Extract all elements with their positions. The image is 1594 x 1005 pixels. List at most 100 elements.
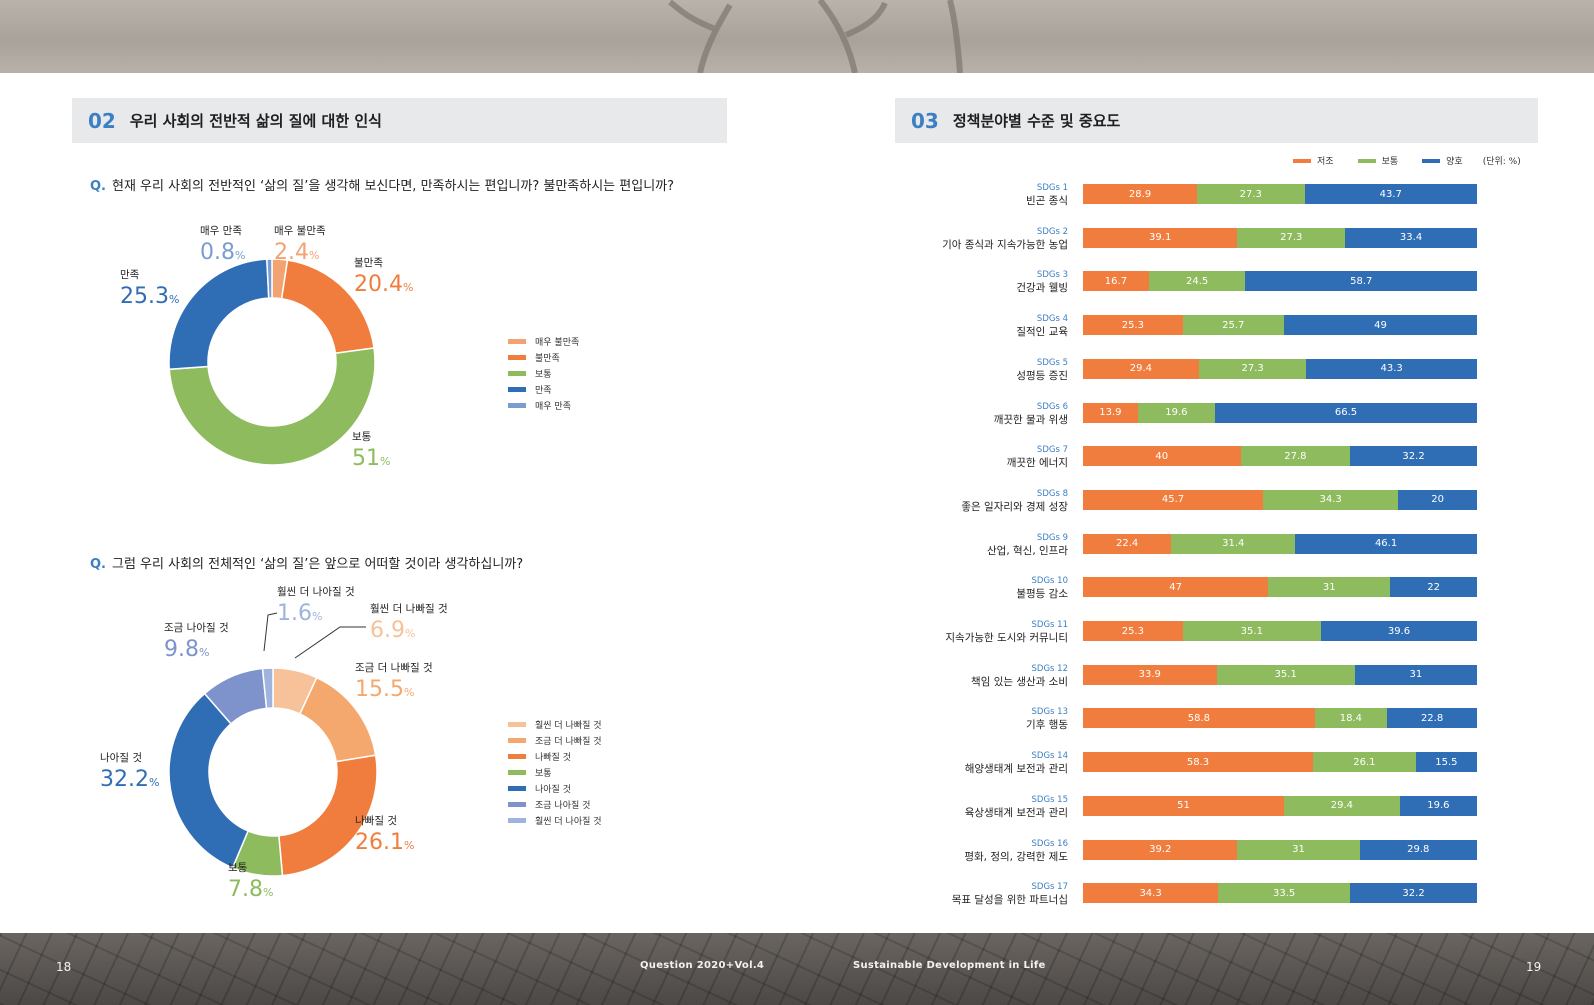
bar-segment-low: 58.8: [1083, 708, 1315, 729]
bar-category-code: SDGs 6: [1036, 401, 1068, 412]
future-outlook-donut-chart: 훨씬 더 나빠질 것 6.9% 조금 더 나빠질 것 15.5% 나빠질 것 26.1% 보…: [100, 586, 448, 902]
top-banner-image: [0, 0, 1594, 73]
legend-swatch: [508, 769, 526, 775]
question-2: Q. 그럼 우리 사회의 전체적인 ‘삶의 질’은 앞으로 어떠할 것이라 생각하…: [90, 553, 523, 572]
question-1-text: 현재 우리 사회의 전반적인 ‘삶의 질’을 생각해 보신다면, 만족하시는 편…: [112, 179, 675, 194]
footer-left-text: Question 2020+Vol.4: [640, 960, 765, 971]
donut-label-better: 나아질 것: [100, 752, 142, 764]
bottom-banner-image: [0, 933, 1594, 1005]
donut-label-much-better: 훨씬 더 나아질 것: [277, 586, 355, 598]
donut-value-worse: 26.1%: [355, 830, 414, 855]
stacked-bar-row: 39.1 27.3 33.4: [1083, 227, 1477, 248]
stacked-bar-row: 47 31 22: [1083, 577, 1477, 598]
bar-segment-normal: 35.1: [1216, 664, 1355, 685]
bar-legend-item: 저조: [1293, 154, 1334, 167]
donut-label-bit-worse: 조금 더 나빠질 것: [355, 662, 433, 674]
donut-slice-worse: [278, 754, 378, 877]
bar-category-code: SDGs 2: [1036, 226, 1068, 237]
stacked-bar-row: 25.3 35.1 39.6: [1083, 621, 1477, 641]
donut-label-very-satisfied: 매우 만족: [200, 225, 242, 237]
legend-swatch: [508, 386, 526, 392]
legend-label: 보통: [535, 369, 552, 380]
bar-segment-good: 39.6: [1320, 621, 1477, 641]
bar-category-label: SDGs 4 질적인 교육: [930, 314, 1068, 339]
bar-segment-good: 49: [1283, 315, 1477, 336]
stacked-bar-row: 28.9 27.3 43.7: [1083, 184, 1477, 204]
bar-category-label: SDGs 2 기아 종식과 지속가능한 농업: [930, 227, 1068, 252]
bar-category-label: SDGs 9 산업, 혁신, 인프라: [930, 533, 1068, 558]
question-2-prefix: Q.: [90, 557, 106, 572]
bar-segment-good: 22.8: [1387, 708, 1477, 729]
bar-category-code: SDGs 15: [1031, 794, 1068, 805]
donut-slice-satisfied: [168, 258, 270, 371]
bar-category-label: SDGs 3 건강과 웰빙: [930, 270, 1068, 295]
legend-item: 만족: [508, 381, 579, 397]
bar-segment-low: 34.3: [1083, 883, 1219, 904]
legend-item: 매우 불만족: [508, 333, 579, 349]
legend-label: 훨씬 더 나빠질 것: [535, 720, 602, 731]
donut-slice-much-better: [261, 667, 274, 710]
bar-segment-good: 58.7: [1245, 271, 1477, 292]
donut-value-satisfied: 25.3%: [120, 284, 179, 309]
legend-label: 불만족: [535, 353, 560, 364]
bar-segment-normal: 35.1: [1182, 621, 1321, 641]
donut-label-neutral: 보통: [228, 862, 248, 874]
bar-category-name: 불평등 감소: [1016, 588, 1068, 601]
section-02-number: 02: [88, 108, 116, 133]
bar-legend-label: 양호: [1446, 157, 1463, 167]
bar-legend-label: 보통: [1381, 157, 1399, 167]
donut-label-bit-better: 조금 나아질 것: [164, 622, 229, 634]
page-number-left: 18: [56, 960, 72, 974]
bar-segment-normal: 27.8: [1240, 446, 1351, 467]
bar-segment-low: 47: [1083, 577, 1269, 598]
bar-category-label: SDGs 12 책임 있는 생산과 소비: [930, 664, 1068, 689]
donut-label-very-unsatisfied: 매우 불만족: [274, 225, 326, 237]
bar-segment-normal: 33.5: [1218, 883, 1351, 904]
bar-category-name: 목표 달성을 위한 파트너십: [951, 894, 1068, 907]
bar-segment-good: 29.8: [1359, 839, 1477, 860]
bar-category-label: SDGs 10 불평등 감소: [930, 576, 1068, 601]
bar-segment-normal: 25.7: [1182, 315, 1284, 336]
legend-label: 조금 더 나빠질 것: [535, 736, 602, 747]
bar-segment-good: 19.6: [1399, 795, 1477, 816]
bar-segment-normal: 27.3: [1237, 227, 1346, 248]
bar-segment-good: 43.7: [1304, 184, 1477, 204]
bar-legend-swatch: [1293, 158, 1311, 163]
bar-segment-normal: 31.4: [1171, 533, 1296, 554]
stacked-bar-row: 40 27.8 32.2: [1083, 446, 1477, 467]
bar-category-name: 지속가능한 도시와 커뮤니티: [945, 632, 1068, 644]
section-03-title: 정책분야별 수준 및 중요도: [952, 112, 1121, 130]
dead-tree-image: [668, 0, 963, 73]
legend-item: 보통: [508, 365, 579, 381]
bar-segment-low: 39.1: [1083, 227, 1238, 248]
bar-category-label: SDGs 1 빈곤 종식: [930, 183, 1068, 208]
bar-segment-normal: 34.3: [1263, 489, 1399, 510]
section-02-header: 02 우리 사회의 전반적 삶의 질에 대한 인식: [72, 98, 727, 143]
bar-segment-low: 25.3: [1083, 621, 1183, 641]
bar-category-label: SDGs 14 해양생태계 보전과 관리: [930, 751, 1068, 776]
bar-segment-low: 13.9: [1083, 402, 1138, 423]
stacked-bar-row: 33.9 35.1 31: [1083, 664, 1477, 685]
legend-item: 매우 만족: [508, 397, 579, 413]
donut-label-satisfied: 만족: [120, 269, 140, 281]
bar-category-name: 빈곤 종식: [1026, 195, 1068, 207]
bar-category-label: SDGs 11 지속가능한 도시와 커뮤니티: [930, 620, 1068, 645]
legend-item: 불만족: [508, 349, 579, 365]
bar-category-name: 산업, 혁신, 인프라: [987, 544, 1068, 557]
bar-category-code: SDGs 14: [1031, 751, 1068, 762]
donut-value-bit-better: 9.8%: [164, 637, 209, 662]
bar-category-code: SDGs 12: [1031, 663, 1068, 674]
legend-item: 조금 더 나빠질 것: [508, 732, 602, 748]
bar-segment-good: 32.2: [1350, 883, 1477, 904]
donut-value-much-worse: 6.9%: [370, 618, 415, 643]
leader-line: [294, 626, 366, 659]
bar-segment-low: 33.9: [1083, 664, 1217, 685]
bar-segment-low: 28.9: [1083, 184, 1197, 204]
bar-category-name: 기후 행동: [1026, 719, 1068, 732]
bar-segment-good: 43.3: [1306, 358, 1477, 379]
future-outlook-legend: 훨씬 더 나빠질 것 조금 더 나빠질 것 나빠질 것 보통 나아질 것 조금 나아질 것…: [508, 716, 602, 828]
donut-value-very-satisfied: 0.8%: [200, 240, 245, 265]
legend-swatch: [508, 817, 526, 823]
bar-category-code: SDGs 7: [1036, 445, 1068, 456]
legend-swatch: [508, 785, 526, 791]
